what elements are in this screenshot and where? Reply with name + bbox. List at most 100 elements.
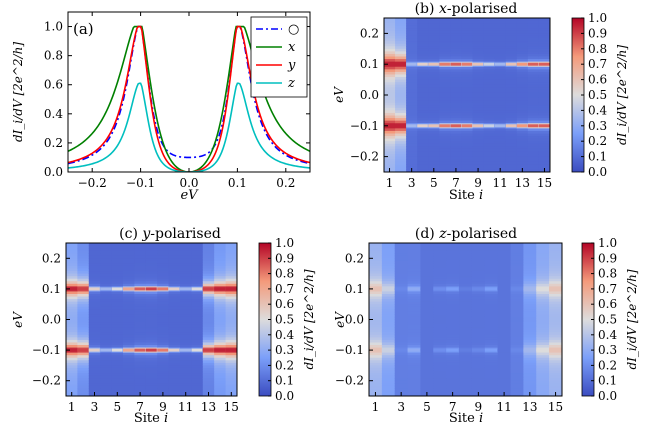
heat-cell — [497, 373, 512, 377]
heat-cell — [433, 378, 447, 382]
heat-cell — [77, 370, 90, 374]
heat-cell — [394, 258, 409, 262]
heat-cell — [145, 304, 158, 308]
heat-cell — [483, 102, 496, 106]
heat-cell — [88, 263, 101, 267]
heat-cell — [381, 309, 396, 313]
heat-cell — [384, 100, 396, 104]
heat-cell — [536, 243, 550, 247]
heat-cell — [168, 365, 181, 369]
heat-peak — [417, 124, 428, 128]
heat-cell — [516, 136, 529, 140]
heat-cell — [225, 311, 238, 315]
heat-cell — [88, 291, 101, 295]
heat-cell — [100, 281, 113, 285]
heat-cell — [145, 263, 158, 267]
panel-a-ylabel: dI_i/dV [2e^2/h] — [11, 42, 25, 142]
heat-cell — [494, 130, 507, 134]
heat-cell — [505, 64, 518, 68]
heat-cell — [88, 265, 101, 269]
colorbar-tick-label: 1.0 — [275, 236, 294, 250]
heat-cell — [484, 373, 499, 377]
heat-cell — [450, 77, 462, 81]
heat-cell — [527, 28, 540, 32]
heat-cell — [472, 156, 485, 160]
heat-cell — [225, 337, 238, 341]
heat-cell — [145, 299, 158, 303]
heat-cell — [381, 265, 396, 269]
heat-cell — [384, 102, 396, 106]
heat-cell — [191, 332, 204, 336]
heat-cell — [134, 350, 147, 354]
heat-cell — [538, 151, 551, 155]
heat-cell — [66, 345, 78, 349]
heat-cell — [446, 334, 460, 338]
heat-cell — [505, 48, 518, 52]
heat-cell — [483, 43, 496, 47]
heat-cell — [428, 66, 440, 70]
heat-cell — [420, 383, 434, 387]
heat-cell — [168, 296, 181, 300]
heat-cell — [420, 314, 434, 318]
colorbar-label: dI_i/dV [2e^2/h] — [625, 269, 639, 369]
heat-cell — [214, 283, 227, 287]
heat-cell — [483, 25, 496, 29]
heat-cell — [407, 258, 421, 262]
heat-cell — [527, 66, 540, 70]
heat-cell — [225, 383, 238, 387]
heat-cell — [180, 311, 192, 315]
heat-cell — [88, 334, 101, 338]
heat-cell — [446, 265, 460, 269]
heat-cell — [428, 110, 440, 114]
heat-cell — [484, 360, 499, 364]
heat-cell — [428, 100, 440, 104]
heat-cell — [88, 378, 101, 382]
heat-cell — [483, 120, 496, 124]
heat-cell — [471, 301, 486, 305]
heat-cell — [494, 66, 507, 70]
heat-cell — [420, 327, 434, 331]
heat-cell — [66, 281, 78, 285]
heat-cell — [497, 294, 512, 298]
heat-cell — [538, 18, 551, 22]
heat-cell — [516, 102, 529, 106]
heat-cell — [145, 380, 158, 384]
heat-cell — [497, 339, 512, 343]
heat-cell — [459, 296, 473, 300]
heat-cell — [420, 250, 434, 254]
heat-cell — [134, 248, 147, 252]
heat-cell — [459, 342, 473, 346]
heat-cell — [145, 365, 158, 369]
heat-cell — [428, 151, 440, 155]
heat-cell — [538, 95, 551, 99]
heat-cell — [549, 271, 563, 275]
heat-cell — [225, 319, 238, 323]
heat-cell — [505, 33, 518, 37]
heat-cell — [494, 95, 507, 99]
heat-peak — [523, 287, 536, 291]
heat-cell — [439, 51, 451, 55]
heat-cell — [471, 334, 486, 338]
heat-cell — [157, 365, 170, 369]
heat-cell — [483, 92, 496, 96]
heat-cell — [123, 319, 135, 323]
heat-cell — [505, 28, 518, 32]
x-tick-label: 5 — [113, 400, 121, 414]
heat-cell — [494, 79, 507, 83]
heat-cell — [523, 268, 537, 272]
heat-cell — [407, 388, 421, 392]
heat-cell — [538, 120, 551, 124]
heat-cell — [549, 332, 563, 336]
heat-cell — [505, 148, 518, 152]
heat-cell — [157, 281, 170, 285]
heat-cell — [523, 367, 537, 371]
heat-cell — [523, 350, 537, 354]
heat-cell — [536, 306, 550, 310]
heat-cell — [494, 38, 507, 42]
heat-cell — [484, 291, 499, 295]
heat-cell — [483, 161, 496, 165]
heat-cell — [446, 380, 460, 384]
heat-cell — [472, 25, 485, 29]
heat-cell — [536, 278, 550, 282]
heat-cell — [145, 316, 158, 320]
